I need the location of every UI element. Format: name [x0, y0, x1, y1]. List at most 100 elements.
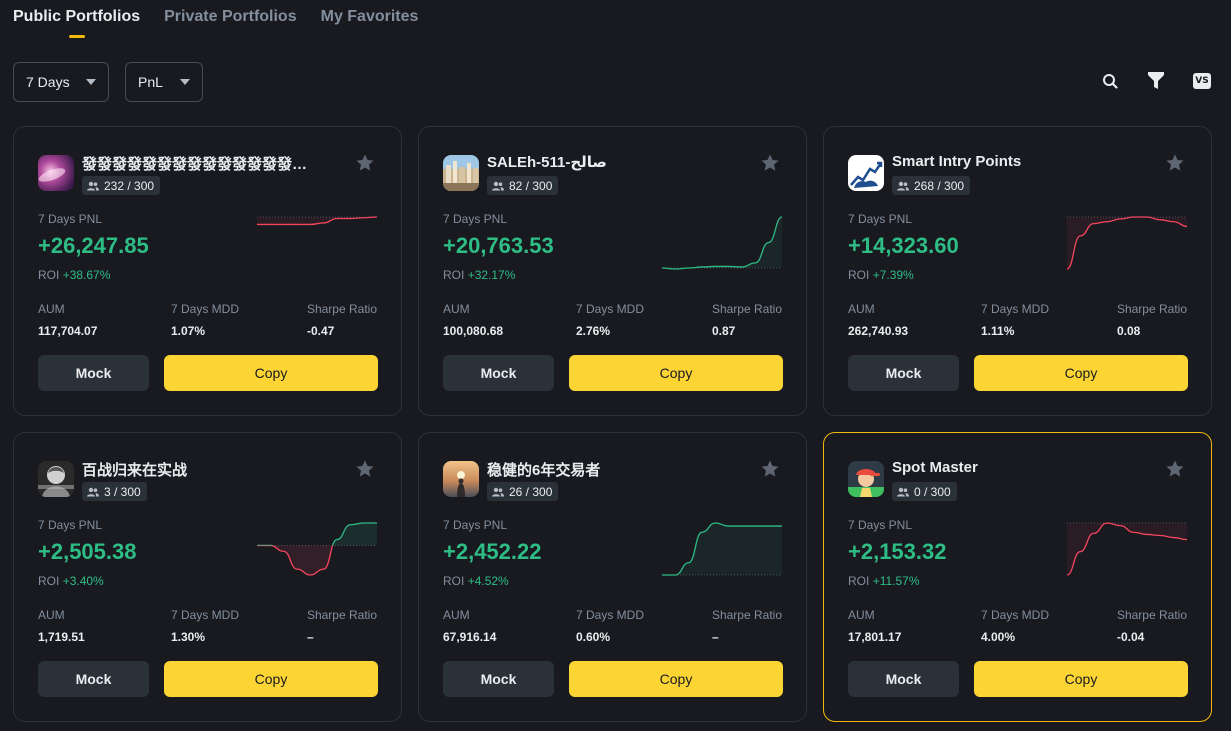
roi: ROI +38.67%	[38, 268, 110, 282]
mdd-value: 2.76%	[576, 324, 611, 338]
portfolio-tabs: Public Portfolios Private Portfolios My …	[13, 0, 418, 40]
aum-value: 17,801.17	[848, 630, 902, 644]
sharpe-stat: Sharpe Ratio 0.87	[712, 302, 782, 338]
mdd-label: 7 Days MDD	[981, 302, 1050, 316]
portfolio-card[interactable]: 稳健的6年交易者 26 / 300 7 Days PNL +2,452.22 R…	[418, 432, 807, 722]
copy-button[interactable]: Copy	[164, 661, 378, 697]
roi: ROI +7.39%	[848, 268, 914, 282]
favorite-star-icon[interactable]	[760, 459, 780, 479]
pnl-sparkline	[662, 522, 782, 576]
aum-label: AUM	[848, 302, 875, 316]
favorite-star-icon[interactable]	[355, 153, 375, 173]
period-select[interactable]: 7 Days	[13, 62, 109, 102]
mdd-value: 1.07%	[171, 324, 206, 338]
sharpe-label: Sharpe Ratio	[306, 608, 377, 622]
caret-down-icon	[86, 79, 96, 85]
sort-select[interactable]: PnL	[125, 62, 203, 102]
roi: ROI +3.40%	[38, 574, 104, 588]
roi-label: ROI	[443, 268, 465, 282]
portfolio-card[interactable]: Smart Intry Points 268 / 300 7 Days PNL …	[823, 126, 1212, 416]
copy-button[interactable]: Copy	[974, 355, 1188, 391]
portfolio-name[interactable]: 百战归来在实战	[82, 462, 188, 479]
portfolio-name[interactable]: SALEh-511-صالح	[487, 154, 607, 171]
pnl-sparkline	[1067, 216, 1187, 270]
portfolio-card[interactable]: 百战归来在实战 3 / 300 7 Days PNL +2,505.38 ROI…	[13, 432, 402, 722]
aum-value: 100,080.68	[443, 324, 504, 338]
aum-value: 262,740.93	[848, 324, 909, 338]
search-icon[interactable]	[1101, 72, 1119, 90]
sparkline-line	[662, 216, 782, 270]
pnl-value: +26,247.85	[38, 233, 149, 258]
filter-icon[interactable]	[1147, 72, 1165, 90]
mock-button[interactable]: Mock	[848, 661, 959, 697]
sharpe-value: –	[306, 630, 314, 644]
portfolio-grid: 發發發發發發發發發發發發發發發... 232 / 300 7 Days PNL …	[13, 126, 1212, 722]
copy-button[interactable]: Copy	[974, 661, 1188, 697]
roi-label: ROI	[443, 574, 465, 588]
favorite-star-icon[interactable]	[355, 459, 375, 479]
mdd-stat: 7 Days MDD 1.11%	[981, 302, 1049, 338]
pnl-label: 7 Days PNL	[848, 518, 913, 532]
mock-button[interactable]: Mock	[443, 355, 554, 391]
roi: ROI +4.52%	[443, 574, 509, 588]
mdd-label: 7 Days MDD	[576, 302, 645, 316]
favorite-star-icon[interactable]	[760, 153, 780, 173]
followers-badge: 232 / 300	[82, 176, 161, 195]
portfolio-card[interactable]: SALEh-511-صالح 82 / 300 7 Days PNL +20,7…	[418, 126, 807, 416]
pnl-label: 7 Days PNL	[443, 212, 508, 226]
portfolio-card[interactable]: Spot Master 0 / 300 7 Days PNL +2,153.32…	[823, 432, 1212, 722]
portfolio-card[interactable]: 發發發發發發發發發發發發發發發... 232 / 300 7 Days PNL …	[13, 126, 402, 416]
mdd-stat: 7 Days MDD 1.30%	[171, 608, 239, 644]
portfolio-name[interactable]: Smart Intry Points	[892, 153, 1022, 170]
copy-button[interactable]: Copy	[569, 355, 783, 391]
aum-label: AUM	[38, 608, 65, 622]
followers-badge: 0 / 300	[892, 482, 957, 501]
tab-my-favorites[interactable]: My Favorites	[320, 8, 419, 25]
mdd-label: 7 Days MDD	[981, 608, 1050, 622]
aum-stat: AUM 262,740.93	[848, 302, 908, 338]
aum-stat: AUM 17,801.17	[848, 608, 901, 644]
sparkline-area	[662, 523, 782, 575]
sparkline-area	[662, 217, 782, 269]
mock-button[interactable]: Mock	[443, 661, 554, 697]
mock-button[interactable]: Mock	[38, 661, 149, 697]
pnl-sparkline	[257, 216, 377, 226]
portfolio-name[interactable]: 發發發發發發發發發發發發發發發...	[82, 156, 312, 173]
sharpe-stat: Sharpe Ratio 0.08	[1117, 302, 1187, 338]
copy-button[interactable]: Copy	[164, 355, 378, 391]
tab-private-portfolios[interactable]: Private Portfolios	[164, 8, 297, 25]
portfolio-name[interactable]: Spot Master	[892, 459, 978, 476]
aum-stat: AUM 1,719.51	[38, 608, 85, 644]
compare-vs-button[interactable]: VS	[1193, 72, 1211, 90]
avatar	[38, 155, 74, 191]
favorite-star-icon[interactable]	[1165, 153, 1185, 173]
roi-value: +38.67%	[62, 268, 111, 282]
aum-value: 1,719.51	[38, 630, 85, 644]
sparkline-line	[1067, 216, 1187, 270]
sparkline-area	[257, 217, 377, 225]
aum-stat: AUM 100,080.68	[443, 302, 503, 338]
followers-count: 3 / 300	[104, 484, 141, 499]
mock-button[interactable]: Mock	[848, 355, 959, 391]
sparkline-line	[662, 522, 782, 576]
aum-value: 67,916.14	[443, 630, 497, 644]
followers-count: 232 / 300	[104, 178, 155, 193]
mdd-label: 7 Days MDD	[171, 302, 240, 316]
mdd-stat: 7 Days MDD 0.60%	[576, 608, 644, 644]
tab-public-portfolios[interactable]: Public Portfolios	[13, 0, 140, 40]
pnl-label: 7 Days PNL	[38, 518, 103, 532]
roi-label: ROI	[848, 574, 870, 588]
roi-value: +3.40%	[62, 574, 104, 588]
caret-down-icon	[180, 79, 190, 85]
favorite-star-icon[interactable]	[1165, 459, 1185, 479]
portfolio-name[interactable]: 稳健的6年交易者	[487, 462, 601, 479]
sharpe-stat: Sharpe Ratio -0.47	[307, 302, 377, 338]
followers-badge: 3 / 300	[82, 482, 147, 501]
followers-badge: 268 / 300	[892, 176, 971, 195]
mock-button[interactable]: Mock	[38, 355, 149, 391]
sparkline-line	[257, 545, 334, 576]
filter-bar: 7 Days PnL	[13, 62, 203, 102]
followers-count: 268 / 300	[914, 178, 965, 193]
avatar	[443, 155, 479, 191]
copy-button[interactable]: Copy	[569, 661, 783, 697]
